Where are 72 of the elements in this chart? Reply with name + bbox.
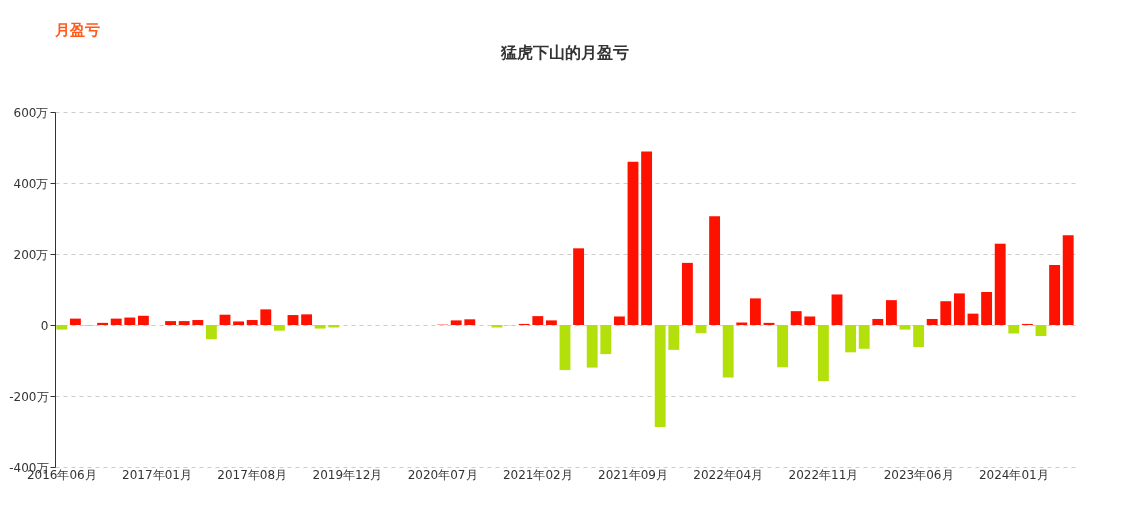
x-tick-label: 2022年04月 xyxy=(693,467,764,482)
bar xyxy=(532,316,544,325)
bar xyxy=(654,325,666,427)
bar xyxy=(777,325,789,368)
x-tick-label: 2024年01月 xyxy=(978,467,1049,482)
bar xyxy=(804,316,816,325)
bar xyxy=(178,321,190,325)
bar xyxy=(1008,325,1020,334)
y-tick-label: 0 xyxy=(40,318,49,333)
text: 月盈亏 xyxy=(54,21,100,39)
x-tick-label: 2022年11月 xyxy=(788,467,859,482)
bar xyxy=(709,216,721,325)
bar xyxy=(613,316,625,325)
bar xyxy=(1049,265,1061,325)
x-tick-label: 2021年02月 xyxy=(502,467,573,482)
bar xyxy=(831,294,843,325)
bar xyxy=(205,325,217,340)
x-tick-label: 2023年06月 xyxy=(883,467,954,482)
bar xyxy=(260,309,272,325)
bar xyxy=(722,325,734,378)
x-tick-label: 2020年07月 xyxy=(407,467,478,482)
bar xyxy=(600,325,612,355)
bar xyxy=(545,320,557,325)
bar xyxy=(165,321,177,325)
y-tick-label: 200万 xyxy=(13,247,49,262)
bar xyxy=(56,325,68,330)
bar xyxy=(994,243,1006,325)
bar xyxy=(858,325,870,349)
bar xyxy=(192,320,204,325)
bar xyxy=(641,151,653,325)
bar xyxy=(1062,235,1074,325)
bar xyxy=(450,320,462,325)
bar xyxy=(110,318,122,325)
bar xyxy=(872,318,884,325)
bar xyxy=(287,315,299,325)
bar xyxy=(926,318,938,325)
bar xyxy=(137,315,149,325)
x-tick-label: 2017年08月 xyxy=(217,467,288,482)
bar xyxy=(885,300,897,325)
bar xyxy=(464,319,476,325)
bar xyxy=(953,293,965,325)
bar xyxy=(668,325,680,350)
bar xyxy=(749,298,761,325)
bar xyxy=(246,320,258,325)
bar xyxy=(695,325,707,334)
bar xyxy=(69,318,81,325)
bar xyxy=(586,325,598,368)
chart-title: 猛虎下山的月盈亏 xyxy=(500,43,629,62)
x-tick-label: 2019年12月 xyxy=(312,467,383,482)
bar xyxy=(817,325,829,382)
bar xyxy=(233,321,245,325)
bar xyxy=(573,248,585,325)
bar xyxy=(97,322,109,325)
x-tick-label: 2017年01月 xyxy=(122,467,192,482)
bar xyxy=(913,325,925,348)
y-tick-label: 400万 xyxy=(13,176,49,191)
bar xyxy=(301,314,313,325)
bar xyxy=(981,291,993,325)
bar xyxy=(790,311,802,325)
bar xyxy=(940,301,952,325)
x-tick-label: 2021年09月 xyxy=(598,467,668,482)
bar xyxy=(273,325,285,331)
bar xyxy=(681,262,693,325)
y-tick-label: 600万 xyxy=(13,105,49,120)
bar xyxy=(845,325,857,353)
bar xyxy=(1035,325,1047,337)
bar xyxy=(124,317,136,325)
bar xyxy=(559,325,571,371)
bar xyxy=(899,325,911,330)
y-tick-label: -200万 xyxy=(9,389,49,404)
bar xyxy=(627,161,639,325)
bar xyxy=(314,325,326,329)
